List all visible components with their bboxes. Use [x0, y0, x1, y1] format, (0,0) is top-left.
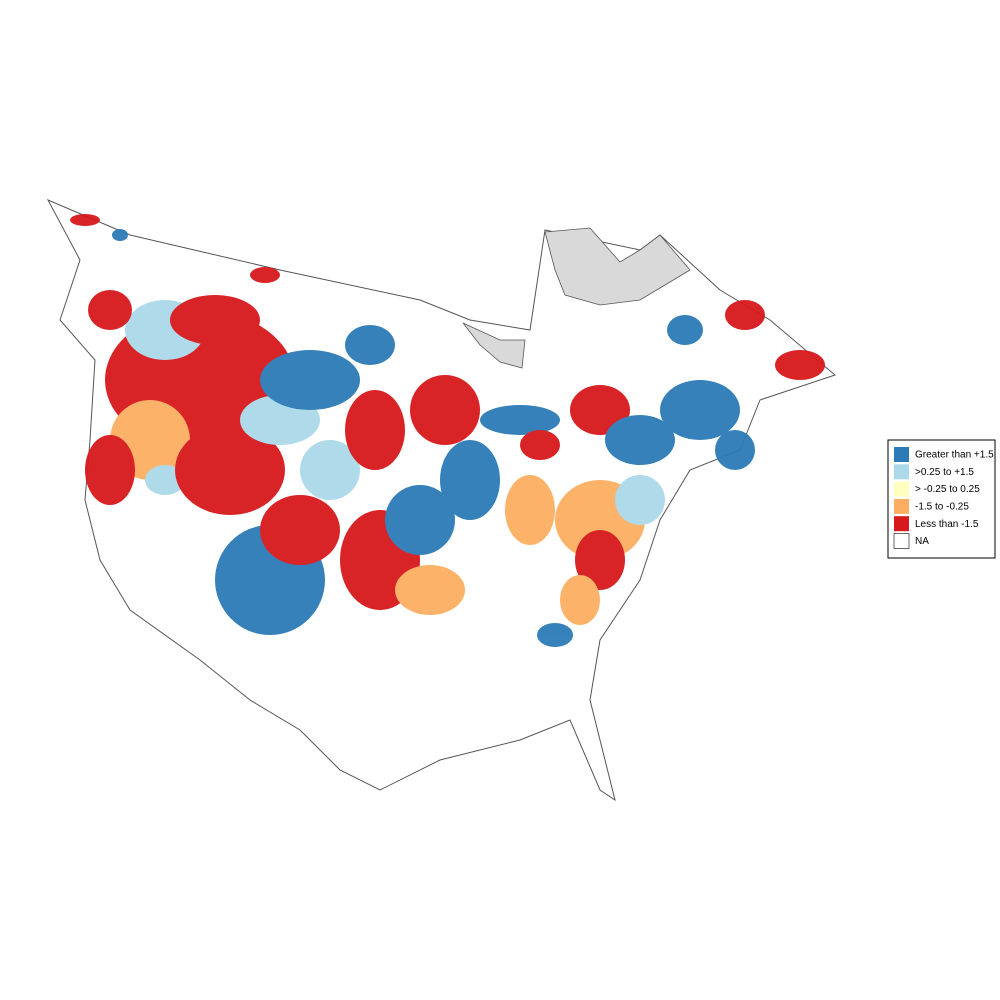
na-region — [462, 322, 526, 369]
region — [505, 475, 555, 545]
region — [145, 465, 185, 495]
legend-swatch — [894, 498, 909, 514]
region — [570, 385, 630, 435]
legend-swatch — [894, 464, 909, 480]
legend-swatch — [894, 447, 909, 462]
region — [345, 325, 395, 365]
legend-label: NA — [915, 536, 929, 547]
legend-label: >0.25 to +1.5 — [915, 467, 974, 478]
map — [46, 198, 837, 802]
region — [250, 267, 280, 283]
region — [605, 415, 675, 465]
region — [170, 295, 260, 345]
region — [410, 375, 480, 445]
region — [520, 430, 560, 460]
legend-swatch — [894, 516, 909, 532]
region — [775, 350, 825, 380]
legend-swatch — [893, 533, 910, 549]
legend: Greater than +1.5 >0.25 to +1.5 > -0.25 to… — [887, 439, 996, 559]
region — [480, 405, 560, 435]
region — [560, 575, 600, 625]
region — [575, 530, 625, 590]
data-cells — [70, 214, 825, 647]
region — [112, 229, 128, 241]
region — [260, 495, 340, 565]
region — [667, 315, 703, 345]
legend-label: -1.5 to -0.25 — [915, 502, 969, 513]
region — [440, 440, 500, 520]
legend-label: > -0.25 to 0.25 — [915, 484, 980, 495]
region — [715, 430, 755, 470]
region — [615, 475, 665, 525]
region — [260, 350, 360, 410]
region — [88, 290, 132, 330]
legend-swatch — [894, 481, 909, 497]
region — [300, 440, 360, 500]
na-region — [544, 227, 691, 306]
region — [725, 300, 765, 330]
region — [395, 565, 465, 615]
legend-label: Less than -1.5 — [915, 519, 979, 530]
region — [175, 425, 285, 515]
legend-label: Greater than +1.5 — [915, 450, 994, 461]
region — [70, 214, 100, 226]
region — [85, 435, 135, 505]
region — [385, 485, 455, 555]
region — [660, 380, 740, 440]
region — [537, 623, 573, 647]
region — [345, 390, 405, 470]
